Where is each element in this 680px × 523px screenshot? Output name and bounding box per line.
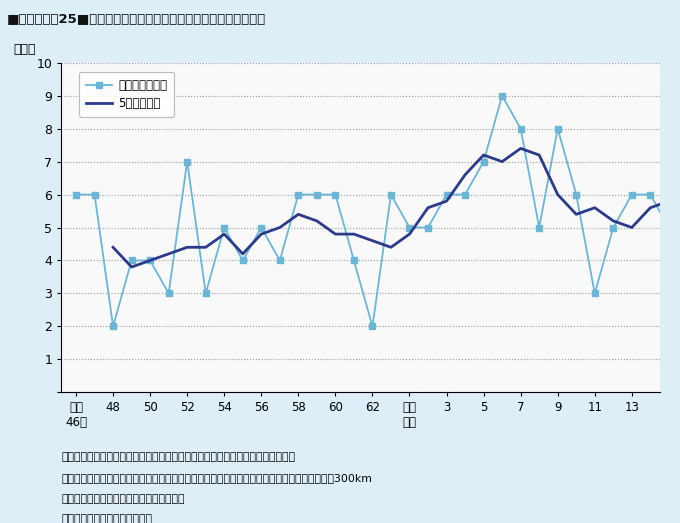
Text: 以内に接近した場合: 以内に接近した場合 — [61, 494, 185, 504]
Text: ■図２－４－25■　台風の本土への接近数（上陸数を含む）の推移: ■図２－４－25■ 台風の本土への接近数（上陸数を含む）の推移 — [7, 13, 266, 26]
Text: 注）台風の上陸：台風の中心が北海道・本州・四国・九州の海岸線に達した場合: 注）台風の上陸：台風の中心が北海道・本州・四国・九州の海岸線に達した場合 — [61, 452, 295, 462]
Text: （気象庁資料より内閣府作成）: （気象庁資料より内閣府作成） — [61, 514, 152, 523]
Text: 台風の本土への接近：台風の中心が北海道・本州・四国・九州のいずれかの気象官署から300km: 台風の本土への接近：台風の中心が北海道・本州・四国・九州のいずれかの気象官署から… — [61, 473, 372, 483]
Legend: 各年本土接近数, 5年移動平均: 各年本土接近数, 5年移動平均 — [79, 72, 174, 117]
Text: （個）: （個） — [14, 43, 36, 56]
